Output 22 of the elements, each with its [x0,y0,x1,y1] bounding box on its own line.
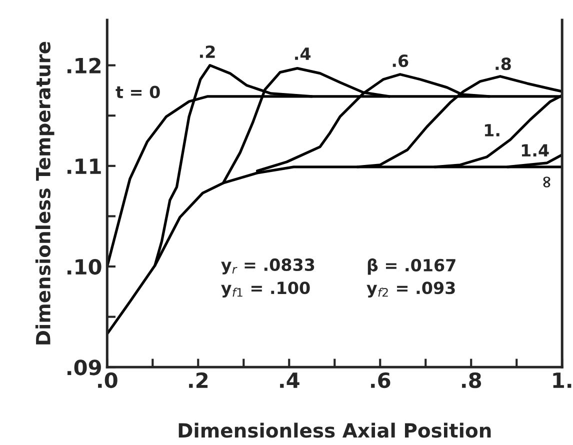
annotation: ∞ [543,176,550,188]
annotation: 1. [484,124,500,136]
annotation: .6 [392,54,408,68]
annotation: y$_{r}$ = .0833 [221,258,314,274]
x-tick-label: .6 [371,372,390,388]
annotation: y$_{f1}$ = .100 [221,282,310,298]
y-tick-label: .10 [68,258,102,275]
x-tick-label: .2 [189,372,208,388]
annotation: y$_{f2}$ = .093 [366,282,455,298]
annotation: β = .0167 [368,258,456,275]
y-axis-title: Dimensionless Temperature [35,42,54,344]
annotation: .2 [200,45,215,58]
x-tick-label: .4 [280,372,300,388]
annotation: 1.4 [522,144,549,156]
annotation: .4 [295,48,311,60]
x-tick-label: 1. [553,372,572,388]
x-tick-label: .8 [462,372,482,388]
y-tick-label: .12 [68,58,100,74]
y-tick-label: .11 [68,158,101,174]
annotation: t = 0 [116,86,160,98]
x-axis-title: Dimensionless Axial Position [178,422,491,438]
annotation: .8 [496,58,511,70]
